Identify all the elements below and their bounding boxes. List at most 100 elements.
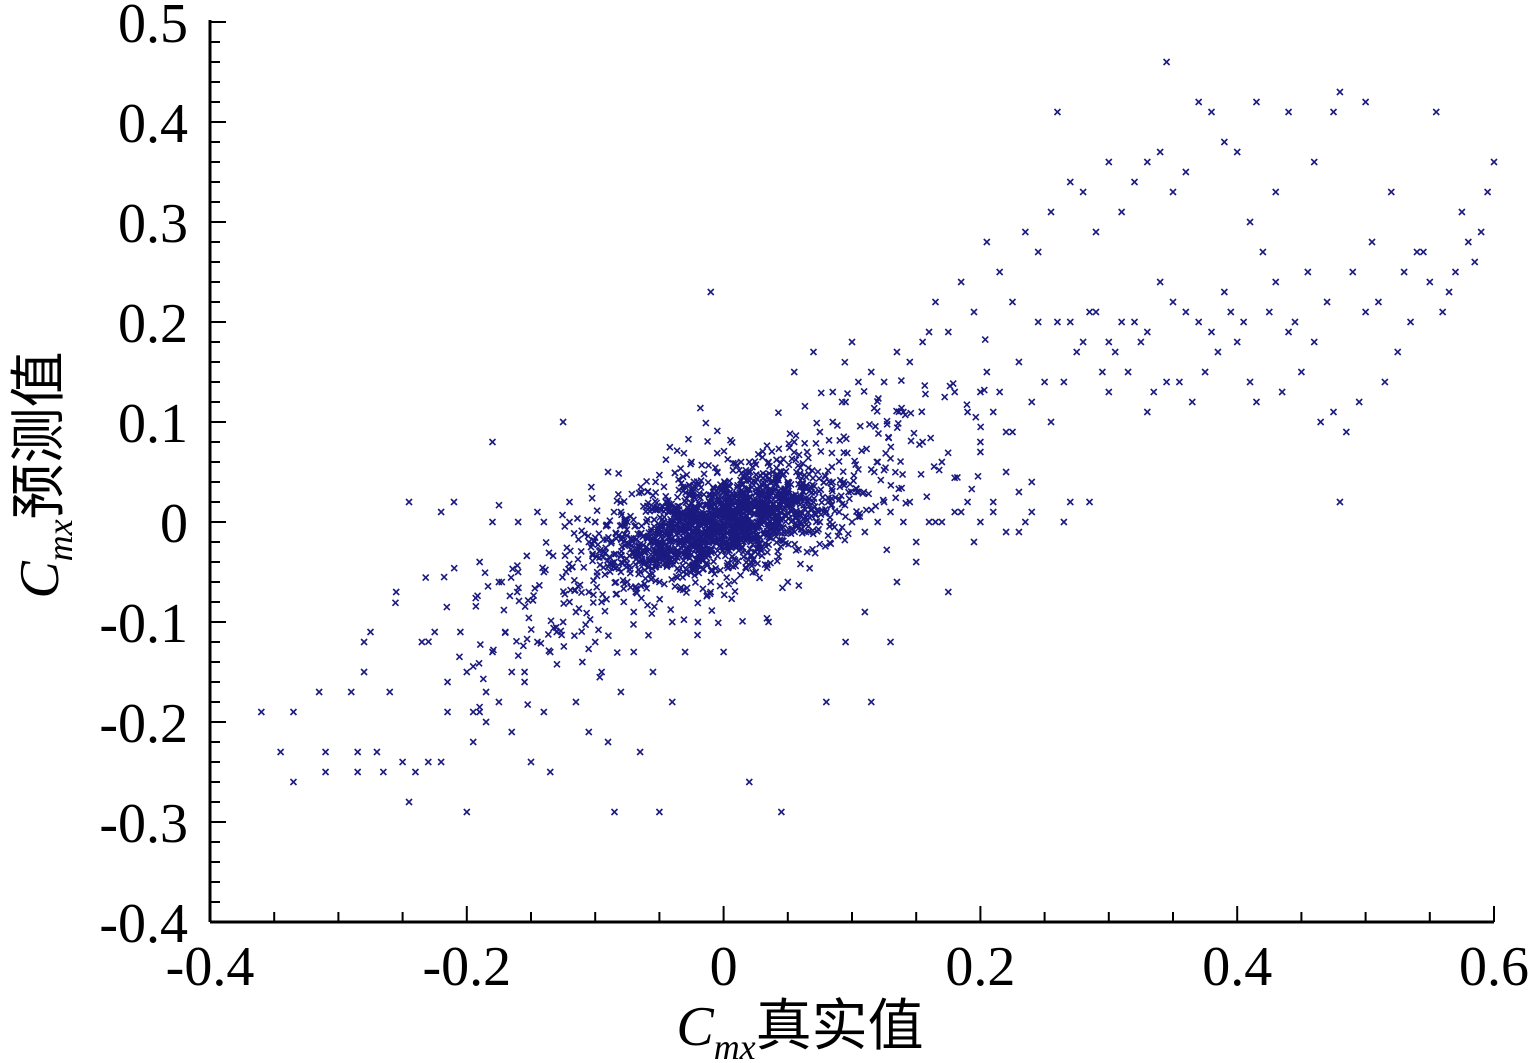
data-point bbox=[891, 468, 899, 476]
data-point bbox=[861, 608, 869, 616]
data-point bbox=[1336, 88, 1344, 96]
data-point bbox=[593, 572, 601, 580]
data-point bbox=[575, 605, 583, 613]
data-point bbox=[745, 778, 753, 786]
data-point bbox=[604, 632, 612, 640]
data-point bbox=[514, 584, 523, 592]
data-point bbox=[725, 481, 733, 489]
data-point bbox=[588, 494, 596, 502]
data-point bbox=[475, 659, 483, 667]
data-point bbox=[1406, 318, 1415, 326]
data-point bbox=[625, 552, 634, 560]
data-point bbox=[729, 466, 737, 474]
data-point bbox=[672, 557, 680, 565]
data-point bbox=[647, 525, 655, 533]
data-point bbox=[842, 638, 850, 646]
data-point bbox=[691, 578, 700, 586]
data-point bbox=[593, 583, 601, 591]
data-point bbox=[901, 411, 909, 419]
data-point bbox=[720, 447, 728, 455]
data-point bbox=[718, 498, 726, 506]
data-point bbox=[1143, 408, 1151, 416]
data-point bbox=[944, 588, 952, 596]
data-point bbox=[921, 382, 929, 390]
data-point bbox=[681, 483, 689, 491]
data-point bbox=[745, 458, 753, 466]
data-point bbox=[921, 390, 930, 398]
data-point bbox=[827, 540, 835, 548]
data-point bbox=[673, 493, 682, 501]
y-axis-title-subscript: mx bbox=[40, 519, 80, 561]
data-point bbox=[585, 728, 593, 736]
data-point bbox=[786, 503, 795, 511]
data-point bbox=[856, 422, 864, 430]
data-point bbox=[828, 487, 836, 495]
data-point bbox=[736, 476, 745, 484]
data-point bbox=[912, 558, 920, 566]
data-point bbox=[701, 523, 709, 531]
data-point bbox=[489, 646, 497, 654]
data-point bbox=[472, 594, 480, 602]
data-point bbox=[680, 616, 688, 624]
data-point bbox=[587, 483, 595, 491]
data-point bbox=[825, 436, 833, 444]
data-point bbox=[732, 524, 740, 532]
data-point bbox=[865, 490, 873, 498]
data-point bbox=[705, 491, 714, 499]
x-tick-label: 0 bbox=[710, 936, 738, 998]
data-point bbox=[544, 630, 552, 638]
data-point bbox=[703, 501, 711, 509]
data-point bbox=[632, 547, 641, 555]
data-point bbox=[957, 278, 965, 286]
data-point bbox=[693, 544, 701, 552]
data-point bbox=[772, 456, 781, 464]
data-point bbox=[841, 536, 849, 544]
data-point bbox=[754, 498, 762, 506]
data-point bbox=[802, 494, 810, 502]
data-point bbox=[751, 548, 759, 556]
data-point bbox=[897, 376, 905, 385]
data-point bbox=[519, 642, 527, 650]
data-point bbox=[641, 574, 650, 583]
data-point bbox=[981, 335, 989, 344]
data-point bbox=[668, 618, 676, 626]
data-point bbox=[1124, 368, 1132, 376]
data-point bbox=[463, 668, 471, 676]
data-point bbox=[509, 565, 517, 573]
data-point bbox=[671, 525, 679, 534]
data-point bbox=[841, 501, 849, 509]
data-point bbox=[1458, 208, 1466, 216]
data-point bbox=[476, 641, 484, 649]
data-point bbox=[854, 465, 862, 474]
data-point bbox=[910, 429, 918, 437]
data-point bbox=[695, 569, 703, 577]
data-point bbox=[684, 507, 693, 515]
data-point bbox=[872, 502, 880, 510]
data-point bbox=[931, 518, 940, 526]
data-point bbox=[405, 798, 413, 806]
data-point bbox=[782, 512, 790, 520]
data-point bbox=[558, 511, 567, 519]
data-point bbox=[472, 602, 480, 610]
data-point bbox=[794, 461, 802, 470]
x-axis-title: Cmx真实值 bbox=[676, 996, 923, 1063]
data-point bbox=[849, 477, 858, 485]
data-point bbox=[844, 488, 853, 496]
data-point bbox=[1323, 298, 1331, 306]
data-point bbox=[1015, 528, 1023, 536]
data-point bbox=[768, 448, 776, 456]
data-point bbox=[957, 508, 965, 516]
data-point bbox=[660, 580, 668, 588]
data-point bbox=[734, 527, 742, 536]
data-point bbox=[680, 449, 688, 457]
data-point bbox=[803, 448, 811, 456]
data-point bbox=[1053, 318, 1062, 326]
data-point bbox=[604, 738, 612, 746]
data-point bbox=[1252, 98, 1261, 106]
data-point bbox=[734, 557, 742, 565]
data-point bbox=[773, 503, 782, 511]
data-point bbox=[514, 518, 522, 526]
data-point bbox=[867, 698, 875, 706]
data-point bbox=[488, 438, 497, 446]
data-point bbox=[918, 408, 926, 416]
